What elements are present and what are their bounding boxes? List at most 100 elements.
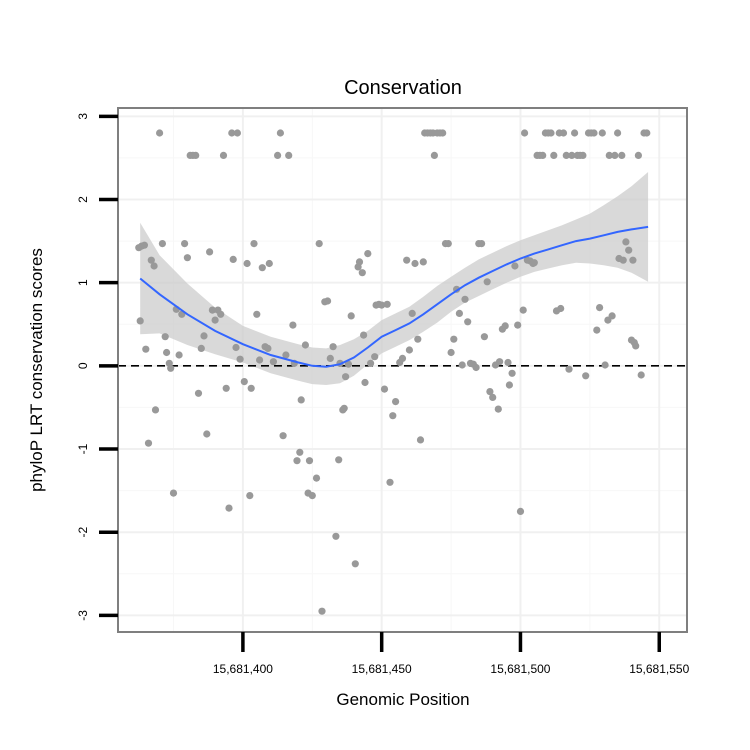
- data-point: [264, 344, 272, 352]
- data-point: [269, 358, 277, 366]
- data-point: [361, 378, 369, 387]
- x-tick-label: 15,681,450: [352, 662, 412, 676]
- data-point: [318, 607, 326, 615]
- data-point: [629, 256, 637, 264]
- data-point: [386, 478, 394, 486]
- data-point: [326, 354, 334, 362]
- x-axis-label: Genomic Position: [336, 690, 469, 709]
- data-point: [296, 448, 304, 456]
- data-point: [151, 406, 160, 414]
- data-point: [285, 151, 293, 159]
- data-point: [480, 333, 488, 341]
- data-point: [519, 306, 527, 314]
- data-point: [297, 396, 305, 404]
- data-point: [403, 256, 411, 264]
- data-point: [494, 405, 502, 413]
- data-point: [169, 489, 178, 497]
- major-grid: [118, 108, 687, 632]
- data-point: [228, 129, 236, 137]
- data-point: [144, 439, 153, 447]
- data-point: [324, 297, 332, 305]
- data-point: [458, 361, 466, 369]
- data-point: [358, 269, 366, 277]
- data-point: [305, 457, 314, 465]
- data-point: [344, 360, 352, 368]
- data-point: [530, 259, 538, 267]
- data-point: [158, 240, 166, 248]
- y-axis: 3 2 1 0 -1 -2 -3: [76, 113, 118, 621]
- x-tick-label: 15,681,550: [629, 662, 689, 676]
- data-point: [447, 348, 455, 357]
- data-point: [229, 255, 237, 263]
- data-point: [486, 388, 494, 396]
- data-point: [579, 151, 587, 159]
- data-point: [360, 331, 368, 339]
- x-tick-label: 15,681,400: [213, 662, 273, 676]
- data-point: [590, 129, 598, 137]
- data-point: [614, 129, 622, 137]
- data-point: [161, 333, 169, 341]
- data-point: [225, 504, 233, 512]
- data-point: [289, 321, 297, 329]
- panel-border: [117, 107, 688, 633]
- data-point: [253, 310, 261, 318]
- data-point: [206, 248, 214, 256]
- plot-panel: [118, 108, 687, 632]
- data-point: [461, 295, 469, 303]
- data-point: [483, 278, 491, 286]
- data-point: [383, 300, 391, 308]
- data-point: [618, 151, 626, 159]
- data-point: [181, 240, 189, 248]
- data-point: [312, 474, 321, 482]
- data-point: [340, 404, 348, 412]
- data-point: [380, 385, 389, 393]
- x-axis: 15,681,400 15,681,450 15,681,500 15,681,550: [213, 632, 690, 676]
- data-point: [455, 309, 463, 317]
- data-point: [247, 384, 255, 392]
- data-point: [335, 456, 343, 464]
- data-point: [282, 351, 290, 359]
- y-tick-label: 2: [76, 196, 90, 203]
- data-point: [197, 344, 205, 352]
- data-point: [222, 384, 230, 392]
- y-tick-label: 0: [76, 362, 90, 369]
- data-point: [571, 129, 579, 137]
- data-point: [378, 301, 386, 309]
- data-point: [194, 389, 203, 397]
- data-point: [582, 372, 590, 380]
- data-point: [414, 335, 422, 343]
- data-point: [405, 346, 413, 354]
- data-point: [504, 358, 512, 367]
- data-point: [389, 412, 397, 420]
- data-point: [347, 312, 355, 320]
- data-point: [605, 151, 613, 159]
- data-point: [619, 256, 627, 264]
- data-point: [355, 258, 364, 266]
- data-point: [539, 151, 547, 159]
- data-point: [444, 240, 452, 248]
- data-point: [250, 240, 258, 248]
- data-point: [630, 339, 638, 347]
- y-tick-label: 1: [76, 279, 90, 286]
- data-point: [232, 343, 240, 352]
- data-point: [398, 354, 407, 362]
- data-point: [183, 254, 191, 262]
- data-point: [147, 256, 155, 264]
- data-point: [565, 365, 573, 373]
- data-point: [203, 430, 211, 438]
- data-point: [142, 345, 150, 353]
- data-point: [192, 151, 200, 159]
- data-point: [593, 326, 601, 334]
- data-point: [367, 359, 375, 367]
- data-point: [258, 264, 266, 272]
- data-point: [625, 246, 633, 254]
- data-point: [464, 318, 472, 326]
- data-point: [557, 304, 565, 313]
- data-point: [478, 240, 486, 248]
- data-point: [274, 151, 282, 159]
- data-point: [156, 129, 164, 137]
- y-tick-label: 3: [76, 113, 90, 120]
- data-point: [240, 378, 248, 386]
- data-point: [308, 492, 316, 500]
- data-point: [562, 151, 570, 159]
